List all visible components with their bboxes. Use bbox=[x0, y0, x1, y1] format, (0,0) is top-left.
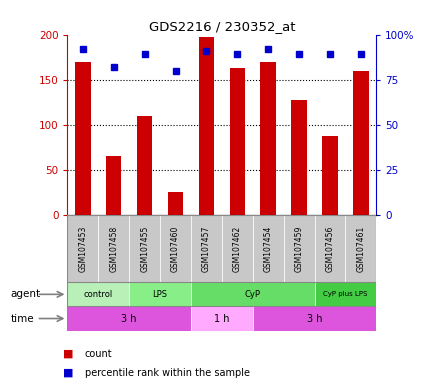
Text: percentile rank within the sample: percentile rank within the sample bbox=[85, 368, 249, 378]
Text: 3 h: 3 h bbox=[121, 313, 137, 324]
Bar bbox=[198, 37, 214, 215]
Bar bbox=[75, 62, 90, 215]
Bar bbox=[129, 215, 160, 282]
Text: GSM107458: GSM107458 bbox=[109, 225, 118, 272]
Bar bbox=[67, 215, 98, 282]
Bar bbox=[160, 215, 191, 282]
Text: GSM107453: GSM107453 bbox=[78, 225, 87, 272]
Bar bbox=[260, 62, 275, 215]
Bar bbox=[191, 306, 252, 331]
Bar bbox=[191, 282, 314, 306]
Bar bbox=[352, 71, 368, 215]
Bar bbox=[129, 282, 191, 306]
Bar bbox=[98, 215, 129, 282]
Bar bbox=[314, 215, 345, 282]
Text: GSM107454: GSM107454 bbox=[263, 225, 272, 272]
Bar bbox=[283, 215, 314, 282]
Text: GSM107456: GSM107456 bbox=[325, 225, 334, 272]
Bar bbox=[67, 282, 129, 306]
Text: ■: ■ bbox=[63, 349, 73, 359]
Text: ■: ■ bbox=[63, 368, 73, 378]
Text: time: time bbox=[11, 313, 34, 324]
Bar bbox=[106, 156, 121, 215]
Bar bbox=[314, 282, 375, 306]
Text: GSM107455: GSM107455 bbox=[140, 225, 149, 272]
Bar bbox=[67, 306, 191, 331]
Bar bbox=[221, 215, 252, 282]
Text: LPS: LPS bbox=[152, 290, 167, 299]
Title: GDS2216 / 230352_at: GDS2216 / 230352_at bbox=[148, 20, 294, 33]
Bar bbox=[291, 99, 306, 215]
Bar bbox=[229, 68, 244, 215]
Bar bbox=[168, 192, 183, 215]
Text: control: control bbox=[83, 290, 113, 299]
Bar bbox=[252, 215, 283, 282]
Text: GSM107462: GSM107462 bbox=[232, 225, 241, 272]
Text: count: count bbox=[85, 349, 112, 359]
Text: GSM107459: GSM107459 bbox=[294, 225, 303, 272]
Bar bbox=[345, 215, 375, 282]
Bar bbox=[322, 136, 337, 215]
Text: CyP plus LPS: CyP plus LPS bbox=[322, 291, 367, 297]
Text: 1 h: 1 h bbox=[214, 313, 229, 324]
Text: 3 h: 3 h bbox=[306, 313, 322, 324]
Text: GSM107461: GSM107461 bbox=[355, 225, 365, 272]
Bar bbox=[191, 215, 221, 282]
Text: GSM107457: GSM107457 bbox=[201, 225, 210, 272]
Bar bbox=[252, 306, 375, 331]
Text: agent: agent bbox=[11, 289, 41, 300]
Bar bbox=[137, 116, 152, 215]
Text: CyP: CyP bbox=[244, 290, 260, 299]
Text: GSM107460: GSM107460 bbox=[171, 225, 180, 272]
